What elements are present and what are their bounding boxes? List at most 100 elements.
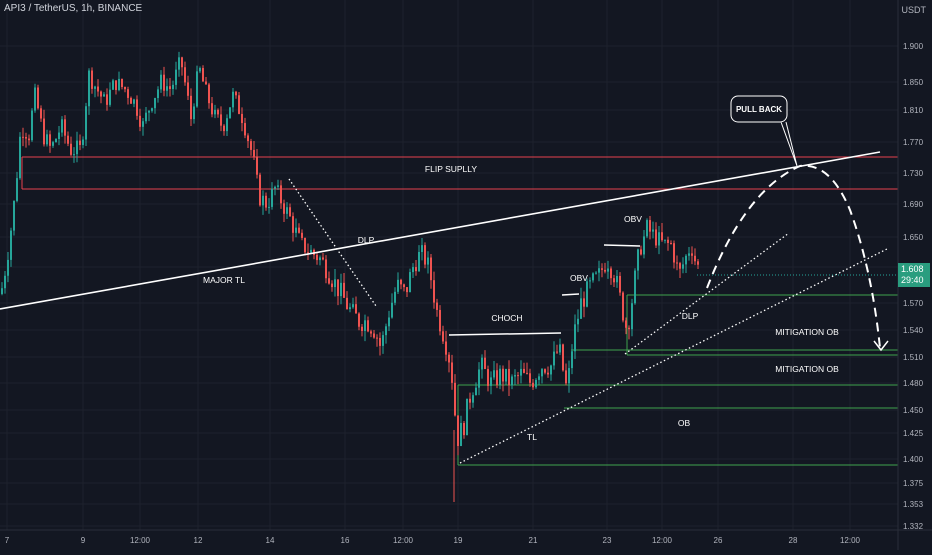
candle-body [484, 357, 486, 370]
candle-body [580, 298, 582, 319]
annotation-label: MAJOR TL [203, 275, 245, 285]
candle-body [520, 368, 522, 376]
candle-body [175, 69, 177, 85]
candle-body [217, 109, 219, 115]
candle-body [691, 253, 693, 256]
candle-body [268, 206, 270, 208]
candle-body [427, 257, 429, 265]
candle-body [586, 281, 588, 307]
candle-body [277, 185, 279, 187]
candle-body [295, 227, 297, 233]
y-tick-label: 1.480 [903, 379, 924, 388]
candle-body [46, 134, 48, 145]
candle-body [52, 142, 54, 146]
candle-body [376, 337, 378, 339]
pullback-callout-pointer [780, 121, 798, 167]
candle-body [43, 118, 45, 145]
candle-body [292, 216, 294, 233]
candle-body [61, 119, 63, 133]
candle-body [214, 109, 216, 115]
candle-body [166, 86, 168, 91]
candle-body [397, 279, 399, 292]
candle-body [547, 372, 549, 375]
candle-body [247, 135, 249, 142]
candle-body [202, 68, 204, 82]
candle-body [406, 287, 408, 293]
y-tick-label: 1.375 [903, 479, 924, 488]
candle-body [301, 232, 303, 238]
candle-body [688, 253, 690, 256]
candle-body [418, 251, 420, 272]
candle-body [415, 267, 417, 272]
candle-body [67, 135, 69, 144]
candle-body [451, 362, 453, 383]
candle-body [328, 278, 330, 284]
candle-body [373, 333, 375, 338]
candle-body [529, 373, 531, 383]
x-tick-label: 12:00 [652, 536, 673, 545]
candle-body [226, 118, 228, 132]
candle-body [391, 302, 393, 318]
drawings [0, 95, 898, 464]
candle-body [643, 236, 645, 255]
candle-body [304, 237, 306, 253]
candle-body [613, 278, 615, 283]
candle-body [652, 229, 654, 232]
candle-body [628, 327, 630, 330]
y-tick-label: 1.353 [903, 500, 924, 509]
candle-body [553, 351, 555, 366]
candle-body [190, 95, 192, 120]
candle-body [502, 368, 504, 382]
zones [21, 156, 898, 466]
candle-body [571, 351, 573, 369]
candle-body [445, 341, 447, 355]
candle-body [544, 369, 546, 373]
candle-body [469, 398, 471, 403]
annotation-label: OB [678, 418, 691, 428]
candle-body [448, 354, 450, 363]
candle-body [199, 68, 201, 72]
y-tick-label: 1.332 [903, 522, 924, 531]
candle-body [283, 203, 285, 214]
candle-body [364, 320, 366, 331]
candle-body [97, 86, 99, 92]
candle-body [4, 275, 6, 289]
candle-body [118, 78, 120, 91]
candle-body [34, 87, 36, 111]
candle-body [94, 86, 96, 89]
candle-body [622, 292, 624, 321]
candle-body [286, 207, 288, 214]
y-tick-label: 1.540 [903, 326, 924, 335]
candle-body [259, 174, 261, 206]
y-tick-label: 1.570 [903, 299, 924, 308]
currency-label: USDT [901, 5, 927, 15]
candle-body [562, 344, 564, 371]
annotation-label: FLIP SUPLLY [425, 164, 477, 174]
x-tick-label: 21 [529, 536, 538, 545]
candle-body [367, 320, 369, 332]
candle-body [148, 110, 150, 113]
candle-body [331, 283, 333, 288]
candle-body [307, 252, 309, 254]
candle-body [334, 279, 336, 288]
annotation-label: MITIGATION OB [775, 327, 839, 337]
candle-body [88, 70, 90, 107]
candle-body [424, 245, 426, 265]
candle-body [634, 270, 636, 304]
candle-body [472, 395, 474, 403]
candle-body [325, 259, 327, 279]
candle-body [1, 288, 3, 294]
choch-level [448, 332, 562, 336]
candle-body [616, 275, 618, 283]
candle-body [235, 91, 237, 96]
candle-body [637, 249, 639, 271]
candle-body [157, 89, 159, 99]
x-tick-label: 12:00 [393, 536, 414, 545]
candle-body [238, 95, 240, 114]
candle-body [607, 268, 609, 272]
candle-body [457, 415, 459, 446]
candle-body [400, 279, 402, 285]
